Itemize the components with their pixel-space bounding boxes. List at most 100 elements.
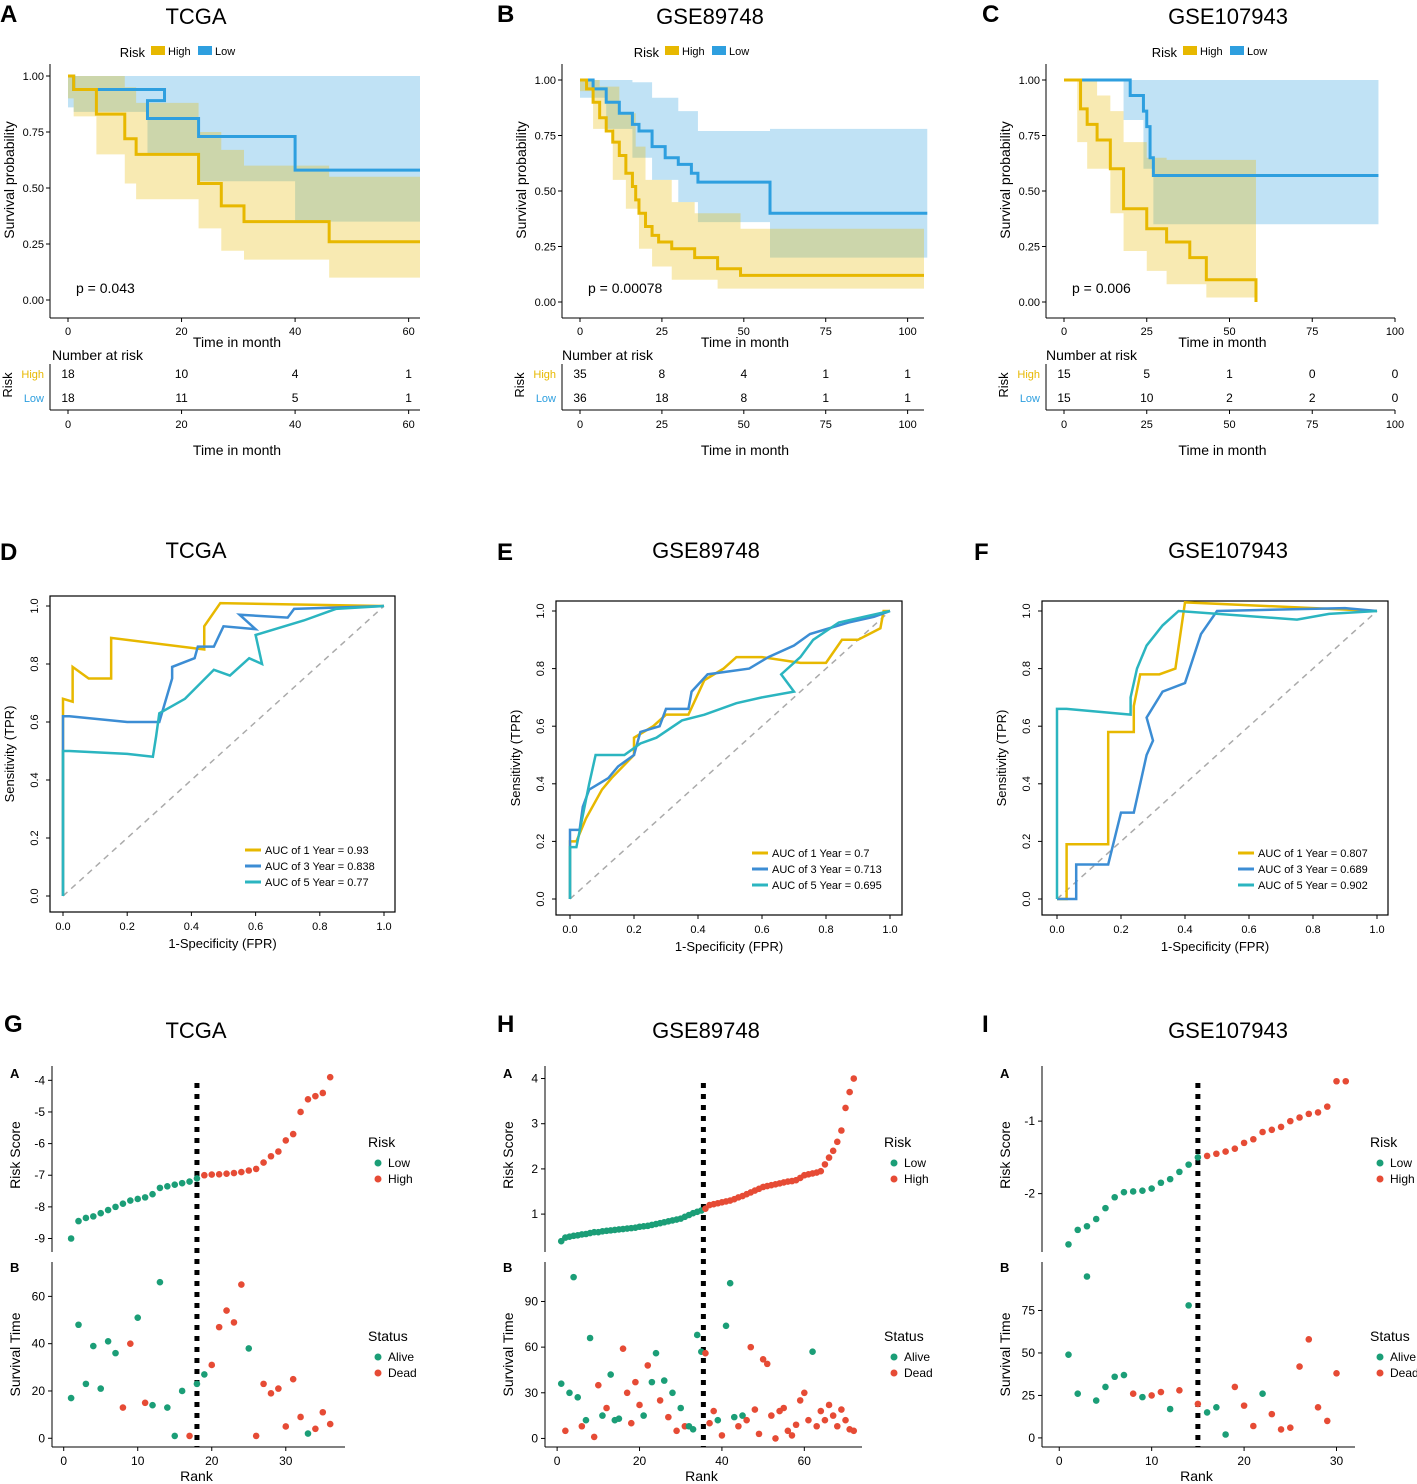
risk-score-point xyxy=(838,1127,845,1134)
survival-time-point xyxy=(90,1342,97,1350)
panel-title: GSE89748 xyxy=(652,1018,760,1043)
y-tick-label: 0.6 xyxy=(29,714,41,729)
survival-curve-high xyxy=(68,74,420,244)
score-tick-label: -9 xyxy=(34,1232,45,1246)
risk-table-title: Number at risk xyxy=(562,347,654,363)
survival-time-point xyxy=(619,1345,627,1352)
survival-time-point xyxy=(1148,1392,1155,1399)
legend-low-swatch xyxy=(712,46,726,55)
survival-time-point xyxy=(623,1389,631,1397)
x-tick-label: 0.2 xyxy=(626,924,641,936)
y-tick-label: 0.8 xyxy=(1021,661,1033,676)
legend-alive-marker xyxy=(374,1353,382,1361)
y-tick-label: 0.00 xyxy=(1019,297,1040,309)
survival-time-point xyxy=(1305,1336,1313,1343)
survival-time-point xyxy=(677,1404,685,1412)
risk-score-point xyxy=(304,1096,312,1103)
survival-time-point xyxy=(759,1356,767,1363)
survival-time-point xyxy=(739,1412,746,1419)
risk-score-point xyxy=(312,1092,319,1100)
survival-time-point xyxy=(673,1427,680,1435)
risk-table-x-axis-label: Time in month xyxy=(193,442,281,458)
risk-table-low-count: 1 xyxy=(822,391,829,405)
survival-time-point xyxy=(590,1433,598,1441)
y-axis-label-score: Risk Score xyxy=(997,1121,1013,1189)
x-axis-label: Rank xyxy=(180,1468,214,1484)
sub-panel-a: A xyxy=(503,1066,513,1081)
survival-time-point xyxy=(1259,1390,1266,1398)
risk-score-point xyxy=(104,1206,112,1214)
legend-high-label: High xyxy=(904,1172,929,1186)
x-tick-label: 10 xyxy=(1145,1454,1159,1468)
survival-time-point xyxy=(792,1421,800,1429)
x-tick-label: 20 xyxy=(205,1454,219,1468)
y-axis-label-time: Survival Time xyxy=(7,1312,23,1396)
survival-time-point xyxy=(141,1399,149,1407)
score-tick-label: 3 xyxy=(531,1117,538,1131)
survival-time-point xyxy=(578,1422,586,1430)
risk-score-point xyxy=(1342,1077,1350,1085)
legend-low-label: Low xyxy=(729,46,749,58)
risk-score-point xyxy=(1102,1204,1109,1212)
survival-time-point xyxy=(706,1419,713,1427)
risk-score-point xyxy=(821,1161,829,1168)
x-tick-label: 0.4 xyxy=(184,921,199,933)
risk-score-point xyxy=(171,1181,179,1189)
y-tick-label: 0.25 xyxy=(1019,242,1040,254)
risk-score-point xyxy=(1083,1222,1091,1230)
y-tick-label: 1.00 xyxy=(23,71,44,83)
legend-label: AUC of 1 Year = 0.807 xyxy=(1258,848,1368,860)
survival-time-point xyxy=(735,1422,742,1430)
survival-time-point xyxy=(788,1432,796,1439)
time-tick-label: 30 xyxy=(525,1386,539,1400)
legend-title: Risk xyxy=(120,45,146,60)
panel-title: GSE107943 xyxy=(1168,538,1288,563)
survival-time-point xyxy=(75,1321,82,1329)
risk-score-point xyxy=(164,1183,171,1190)
survival-time-point xyxy=(842,1416,849,1424)
risk-score-point xyxy=(149,1190,156,1198)
x-tick-label: 0.0 xyxy=(55,921,70,933)
y-tick-label: 0.75 xyxy=(1019,131,1040,143)
y-tick-label: 0.4 xyxy=(535,776,547,791)
x-tick-label: 0 xyxy=(65,326,71,338)
survival-time-point xyxy=(238,1281,245,1288)
risk-table-high-count: 5 xyxy=(1143,367,1150,381)
survival-time-point xyxy=(821,1416,829,1424)
score-tick-label: -6 xyxy=(34,1137,45,1151)
risk-table-x-tick-label: 75 xyxy=(1306,419,1318,431)
risk-score-point xyxy=(846,1088,853,1096)
y-tick-label: 1.0 xyxy=(1021,603,1033,618)
x-tick-label: 0.6 xyxy=(754,924,769,936)
time-tick-label: 90 xyxy=(525,1294,539,1308)
survival-time-point xyxy=(1139,1393,1146,1401)
time-tick-label: 50 xyxy=(1022,1346,1036,1360)
survival-time-point xyxy=(772,1435,779,1442)
survival-time-point xyxy=(193,1380,201,1388)
risk-table-x-tick-label: 100 xyxy=(1386,419,1404,431)
survival-time-point xyxy=(267,1390,275,1397)
risk-score-point xyxy=(215,1170,223,1178)
risk-table-low-count: 1 xyxy=(405,391,412,405)
time-tick-label: 40 xyxy=(32,1337,46,1351)
y-tick-label: 0.6 xyxy=(535,719,547,734)
x-tick-label: 0.8 xyxy=(1305,924,1320,936)
x-axis-label: 1-Specificity (FPR) xyxy=(168,936,276,951)
panel-letter: A xyxy=(0,1,17,28)
legend-alive-label: Alive xyxy=(1390,1350,1416,1364)
panel-title: TCGA xyxy=(165,538,226,563)
legend-label: AUC of 5 Year = 0.695 xyxy=(772,880,882,892)
legend-label: AUC of 3 Year = 0.689 xyxy=(1258,864,1368,876)
y-axis-label: Survival probability xyxy=(513,121,529,239)
risk-score-point xyxy=(112,1203,119,1211)
risk-table-x-tick-label: 0 xyxy=(65,419,71,431)
survival-time-point xyxy=(119,1404,127,1411)
x-axis-label: 1-Specificity (FPR) xyxy=(1161,939,1269,954)
legend-label: AUC of 1 Year = 0.7 xyxy=(772,848,870,860)
risk-table-low-count: 0 xyxy=(1392,391,1399,405)
x-tick-label: 20 xyxy=(175,326,187,338)
plot-frame xyxy=(555,600,903,916)
risk-table-low-count: 15 xyxy=(1057,391,1071,405)
risk-table-x-tick-label: 25 xyxy=(656,419,668,431)
